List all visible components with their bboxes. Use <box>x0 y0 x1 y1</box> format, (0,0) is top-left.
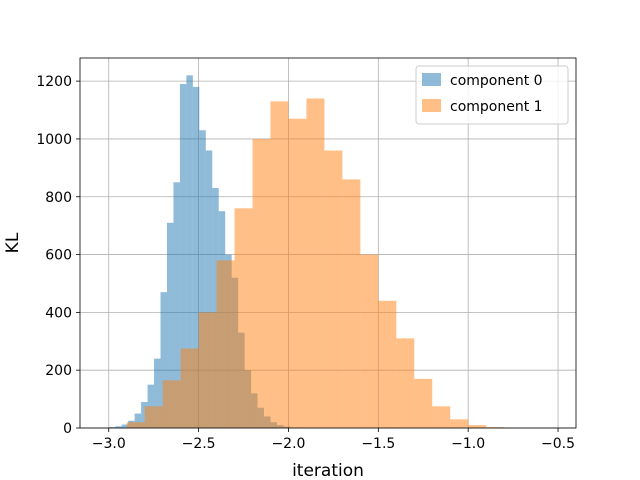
histogram-bar <box>162 380 181 428</box>
series-component-1 <box>126 98 505 428</box>
histogram-bar <box>360 254 379 428</box>
x-ticks: −3.0 −2.5 −2.0 −1.5 −1.0 −0.5 <box>92 428 575 452</box>
histogram-bar <box>115 426 122 428</box>
x-tick-label: −2.5 <box>182 436 216 452</box>
histogram-bar <box>198 312 217 428</box>
x-tick-label: −2.0 <box>271 436 305 452</box>
histogram-bar <box>378 300 397 428</box>
y-axis-title: KL <box>3 232 23 253</box>
histogram-bar <box>216 260 235 428</box>
legend-label-component-0: component 0 <box>450 73 543 89</box>
histogram-bar <box>468 425 487 428</box>
y-tick-label: 200 <box>45 363 72 379</box>
plot-frame <box>79 57 577 429</box>
y-tick-label: 600 <box>45 248 72 264</box>
histogram-bar <box>342 179 361 428</box>
y-ticks: 0 200 400 600 800 1000 1200 <box>36 74 80 437</box>
histogram-bar <box>121 424 129 428</box>
x-tick-label: −0.5 <box>541 436 575 452</box>
histogram-bar <box>199 130 206 428</box>
histogram-bar <box>166 222 174 428</box>
y-tick-label: 800 <box>45 190 72 206</box>
histogram-bar <box>179 84 187 428</box>
histogram-bar <box>180 348 199 428</box>
histogram-bar <box>141 401 148 428</box>
y-tick-label: 1200 <box>36 74 72 90</box>
histogram-bar <box>450 419 469 428</box>
legend-label-component-1: component 1 <box>450 99 543 115</box>
histogram-bar <box>126 422 145 428</box>
legend-swatch-component-0 <box>422 73 441 86</box>
histogram-bar <box>324 150 343 428</box>
histogram-bar <box>288 118 307 428</box>
x-tick-label: −1.5 <box>361 436 395 452</box>
histogram-bar <box>414 378 433 428</box>
histogram-bars <box>108 75 505 428</box>
y-tick-label: 1000 <box>36 132 72 148</box>
legend-box <box>415 65 569 125</box>
histogram-bar <box>160 292 167 428</box>
histogram-bar <box>252 138 271 428</box>
histogram-bar <box>212 188 219 428</box>
histogram-bar <box>234 208 253 428</box>
histogram-bar <box>432 406 451 428</box>
y-tick-label: 400 <box>45 305 72 321</box>
x-tick-label: −3.0 <box>92 436 126 452</box>
legend-swatch-component-1 <box>422 99 441 112</box>
histogram-bar <box>306 98 325 428</box>
y-tick-label: 0 <box>63 421 72 437</box>
histogram-bar <box>192 86 200 428</box>
histogram-bar <box>396 338 415 428</box>
histogram-bar <box>186 75 193 428</box>
x-axis-title: iteration <box>292 461 364 480</box>
histogram-bar <box>205 150 213 428</box>
histogram-bar <box>144 406 163 428</box>
legend: component 0 component 1 <box>415 65 569 125</box>
histogram-bar <box>486 427 505 428</box>
histogram-bar <box>108 427 116 428</box>
histogram-bar <box>134 413 142 428</box>
histogram-bar <box>270 101 289 428</box>
histogram-bar <box>173 182 180 428</box>
x-tick-label: −1.0 <box>451 436 485 452</box>
histogram-bar <box>154 358 161 428</box>
